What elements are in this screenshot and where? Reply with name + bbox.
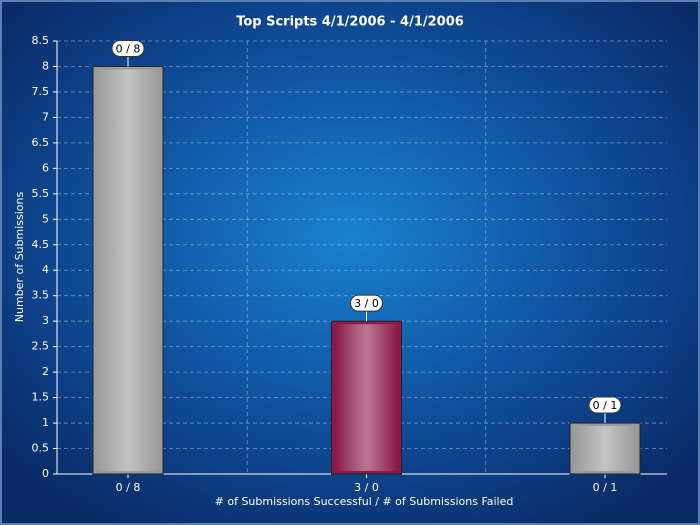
y-tick-label: 7.5	[32, 85, 50, 98]
chart-title: Top Scripts 4/1/2006 - 4/1/2006	[236, 15, 464, 30]
y-tick-label: 1	[42, 416, 49, 429]
y-tick-label: 4.5	[32, 238, 50, 251]
y-tick-label: 1.5	[32, 391, 50, 404]
y-tick-label: 4	[42, 263, 49, 276]
x-axis-title: # of Submissions Successful / # of Submi…	[215, 495, 514, 508]
y-tick-label: 7	[42, 110, 49, 123]
label-box	[588, 396, 622, 414]
x-tick-label: 0 / 1	[593, 481, 618, 494]
y-axis-title: Number of Submissions	[13, 192, 26, 323]
y-tick-label: 3.5	[32, 289, 50, 302]
data-label: 3 / 0	[354, 297, 379, 310]
y-tick-label: 8.5	[32, 34, 50, 47]
x-tick-label: 3 / 0	[354, 481, 379, 494]
data-label: 0 / 8	[116, 42, 141, 55]
x-tick-label: 0 / 8	[116, 481, 141, 494]
bar-shine	[335, 324, 398, 471]
y-tick-label: 0.5	[32, 442, 50, 455]
y-tick-label: 8	[42, 59, 49, 72]
y-tick-label: 6	[42, 161, 49, 174]
bar-shine	[97, 69, 159, 472]
y-tick-label: 2.5	[32, 340, 50, 353]
y-tick-label: 6.5	[32, 136, 50, 149]
y-tick-label: 3	[42, 314, 49, 327]
y-tick-label: 5	[42, 212, 49, 225]
y-tick-label: 5.5	[32, 187, 50, 200]
label-box	[111, 39, 145, 57]
bar-shine	[574, 426, 636, 471]
data-label: 0 / 1	[593, 399, 618, 412]
label-box	[350, 294, 383, 312]
y-tick-label: 2	[42, 365, 49, 378]
y-tick-label: 0	[42, 467, 49, 480]
